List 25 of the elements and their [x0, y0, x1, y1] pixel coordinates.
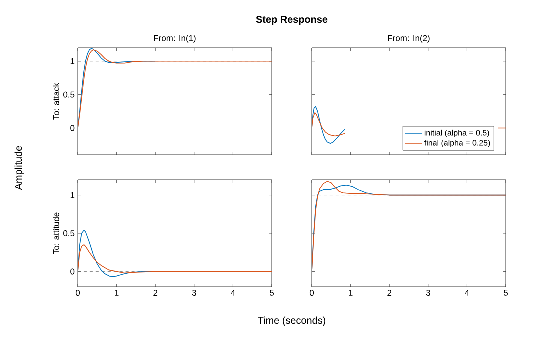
- x-tick-label: 3: [192, 290, 196, 296]
- y-tick-label: 1: [70, 192, 75, 198]
- chart-title: From: In(1): [154, 35, 196, 43]
- y-tick-label: 0: [70, 268, 75, 275]
- x-tick-label: 2: [154, 290, 158, 296]
- y-tick-label: 0.5: [64, 230, 75, 236]
- x-axis-title: Time (seconds): [258, 316, 326, 326]
- y-axis-title: To: attack: [53, 82, 60, 120]
- x-tick-label: 0: [76, 290, 80, 296]
- chart-title: From: In(2): [388, 35, 430, 43]
- text: Amplitude: [14, 146, 24, 190]
- y-tick-label: 0: [70, 125, 75, 132]
- y-tick-label: 0.5: [64, 92, 75, 98]
- x-tick-label: 5: [270, 290, 274, 296]
- x-tick-label: 1: [349, 290, 353, 296]
- x-tick-label: 5: [504, 290, 508, 296]
- x-tick-label: 4: [465, 290, 470, 296]
- y-axis-title: To: attitude: [53, 212, 60, 254]
- x-tick-label: 1: [115, 290, 119, 296]
- x-tick-label: 0: [310, 290, 314, 296]
- text: Step Response: [256, 16, 328, 26]
- x-tick-label: 2: [388, 290, 392, 296]
- y-tick-label: 1: [70, 58, 75, 64]
- x-tick-label: 4: [231, 290, 236, 296]
- x-tick-label: 3: [426, 290, 430, 296]
